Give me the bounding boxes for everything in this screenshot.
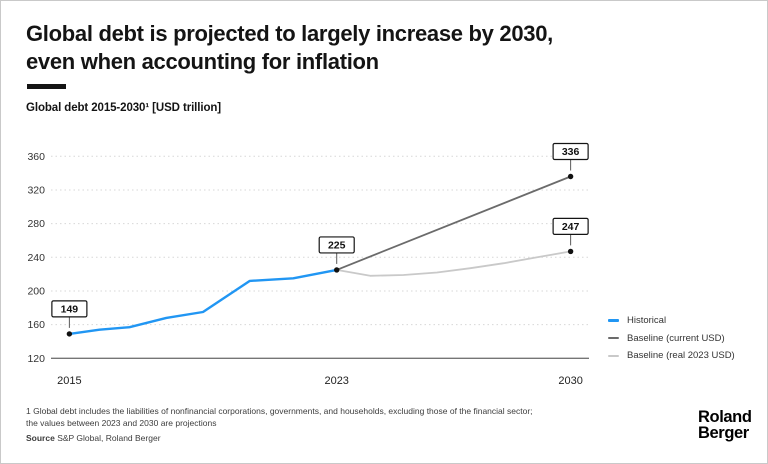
x-tick-label: 2015 [57,375,81,387]
y-tick-label: 360 [27,151,45,163]
footnote: 1 Global debt includes the liabilities o… [26,405,586,429]
legend-label-baseline-real-usd: Baseline (real 2023 USD) [627,350,735,361]
value-label: 336 [562,146,580,158]
value-label-box [318,236,355,254]
footnote-line-1: 1 Global debt includes the liabilities o… [26,406,533,416]
x-tick-label: 2030 [558,375,582,387]
value-label: 225 [328,239,346,251]
y-tick-label: 200 [27,285,45,297]
legend-label-baseline-current-usd: Baseline (current USD) [627,332,725,344]
chart-subtitle: Global debt 2015-2030¹ [USD trillion] [26,102,222,114]
title-accent-dash [27,84,66,89]
value-label-box [552,142,589,161]
legend-item-baseline-real-usd: Baseline (real 2023 USD) [608,350,735,361]
series-line-baseline-real-2023-usd [335,250,572,277]
title-line-1: Global debt is projected to largely incr… [26,21,553,46]
data-point-dot [66,331,73,337]
legend-item-baseline-current-usd: Baseline (current USD) [608,333,735,344]
logo-line-1: Roland [698,408,752,426]
logo-line-2: Berger [698,423,749,442]
legend-swatch-baseline-real-usd [608,354,619,357]
footnote-line-2: the values between 2023 and 2030 are pro… [26,418,217,428]
y-tick-label: 160 [27,319,45,331]
source-label: Source [26,433,55,443]
legend-swatch-historical [608,319,619,322]
value-label-box [51,300,88,318]
y-tick-label: 120 [27,353,45,365]
value-label: 149 [61,303,79,315]
roland-berger-logo: Roland Berger [698,408,752,442]
data-point-dot [334,267,340,273]
data-point-dot [567,248,574,255]
legend-label-historical: Historical [627,315,667,326]
chart-legend: Historical Baseline (current USD) Baseli… [608,315,735,368]
source-line: Source S&P Global, Roland Berger [26,433,161,443]
data-point-dot [567,173,574,180]
y-tick-label: 280 [27,218,45,230]
source-text: S&P Global, Roland Berger [57,433,161,443]
series-line-historical [68,268,338,336]
series-line-baseline-current-usd [335,175,572,271]
x-tick-label: 2023 [324,375,348,387]
value-label-box [552,217,589,236]
title-line-2: even when accounting for inflation [26,49,379,74]
y-tick-label: 240 [27,252,45,264]
legend-item-historical: Historical [608,315,735,326]
legend-swatch-baseline-current-usd [608,337,619,339]
page-title: Global debt is projected to largely incr… [26,20,553,76]
y-tick-label: 320 [27,184,45,196]
value-label: 247 [562,221,580,233]
